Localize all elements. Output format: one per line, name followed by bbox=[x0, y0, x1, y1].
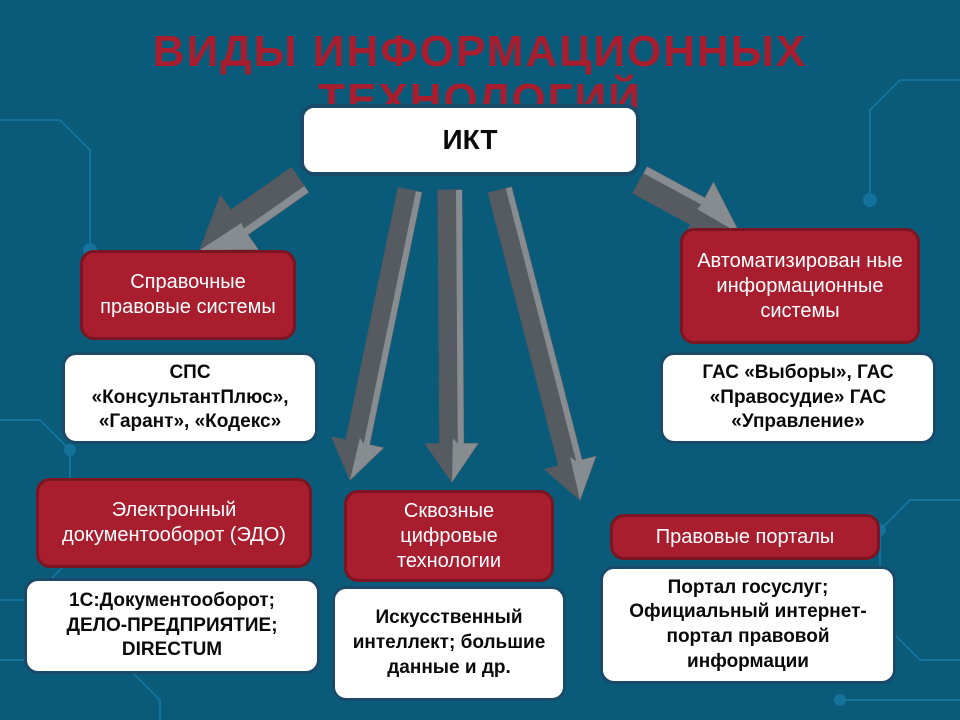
examples-legal-ref: СПС «КонсультантПлюс», «Гарант», «Кодекс… bbox=[62, 352, 318, 444]
category-legal-ref: Справочные правовые системы bbox=[80, 250, 296, 340]
examples-digital-tech: Искусственный интеллект; большие данные … bbox=[332, 586, 566, 701]
arrow-a3 bbox=[324, 185, 436, 486]
examples-legal-portals: Портал госуслуг; Официальный интернет-по… bbox=[600, 566, 896, 684]
category-digital-tech: Сквозные цифровые технологии bbox=[344, 490, 554, 582]
arrow-a5 bbox=[474, 183, 605, 506]
category-legal-portals: Правовые порталы bbox=[610, 514, 880, 560]
root-node: ИКТ bbox=[300, 104, 640, 176]
arrow-a4 bbox=[424, 190, 479, 482]
examples-automated-is: ГАС «Выборы», ГАС «Правосудие» ГАС «Упра… bbox=[660, 352, 936, 444]
examples-edo: 1С:Документооборот; ДЕЛО-ПРЕДПРИЯТИЕ; DI… bbox=[24, 578, 320, 674]
category-automated-is: Автоматизирован ные информационные систе… bbox=[680, 228, 920, 344]
category-edo: Электронный документооборот (ЭДО) bbox=[36, 478, 312, 568]
